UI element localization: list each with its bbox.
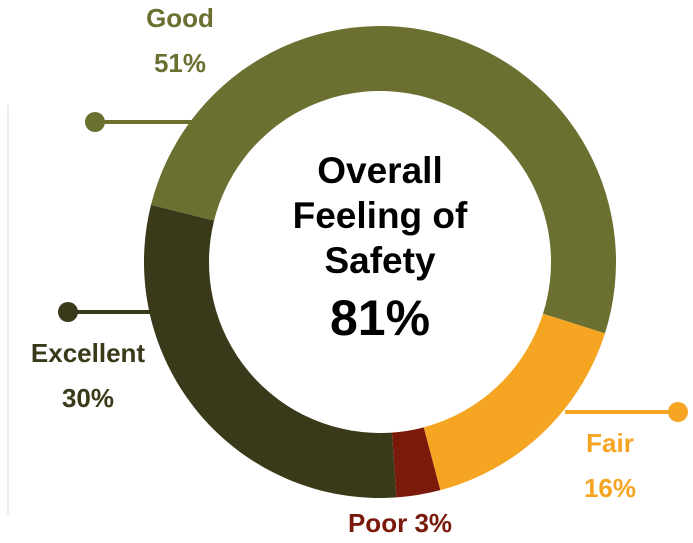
center-text: Overall Feeling of Safety 81% (270, 148, 490, 349)
leader-dot (668, 402, 688, 422)
donut-segment (423, 313, 605, 491)
chart-title: Overall Feeling of Safety (292, 150, 468, 281)
category-label: Fair (586, 428, 634, 458)
category-label: Good (146, 3, 214, 33)
value-label: 3% (414, 508, 452, 538)
donut-segment (143, 204, 397, 498)
value-label: 16% (584, 473, 636, 503)
leader-dot (85, 112, 105, 132)
center-label: 81% (329, 290, 431, 346)
value-label: 30% (62, 383, 114, 413)
data-label: Poor 3% (348, 508, 452, 538)
donut-segment (391, 427, 441, 498)
leader-dot (58, 302, 78, 322)
category-label: Poor (348, 508, 407, 538)
category-label: Excellent (31, 338, 146, 368)
value-label: 51% (154, 48, 206, 78)
donut-segment (151, 26, 616, 334)
